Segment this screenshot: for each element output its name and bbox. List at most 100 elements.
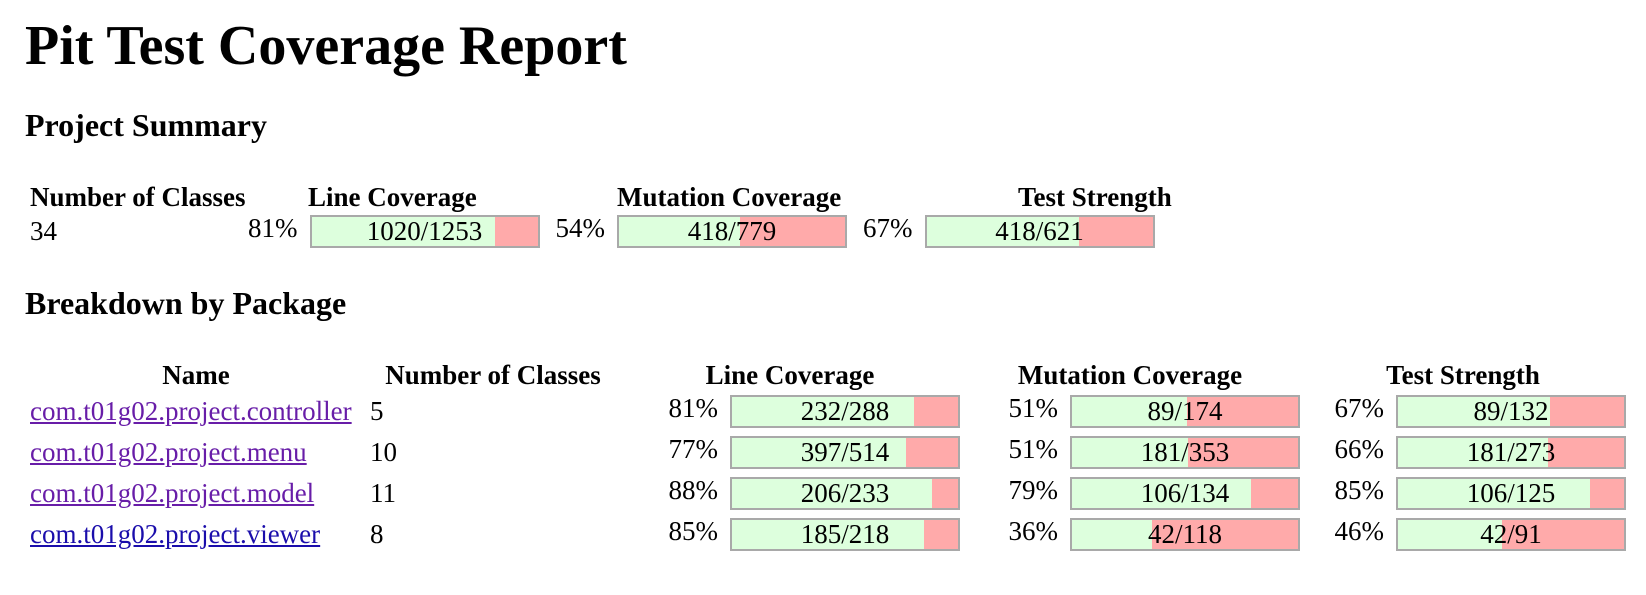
package-link[interactable]: com.t01g02.project.menu: [30, 437, 307, 467]
coverage-bar-fill: [732, 479, 932, 508]
coverage-bar-fill: [732, 520, 924, 549]
breakdown-header-mutation: Mutation Coverage: [1017, 360, 1243, 390]
package-row: com.t01g02.project.model 11 88% 206/233 …: [26, 473, 1626, 514]
coverage-bar-fill: [1398, 479, 1590, 508]
coverage-percent: 66%: [1334, 434, 1385, 464]
coverage-percent: 88%: [668, 475, 719, 505]
summary-row: 34 81% 1020/1253 54% 418/779: [26, 213, 1272, 249]
coverage-legend: 418/779: [687, 215, 777, 246]
summary-header-line: Line Coverage: [308, 182, 477, 212]
coverage-bar: 397/514: [730, 436, 960, 469]
summary-header-classes: Number of Classes: [30, 182, 246, 212]
coverage-bar: 106/125: [1396, 477, 1626, 510]
coverage-percent: 77%: [668, 434, 719, 464]
coverage-bar-fill: [619, 216, 741, 246]
package-mutation-coverage: 79% 106/134: [964, 475, 1300, 510]
package-row: com.t01g02.project.controller 5 81% 232/…: [26, 391, 1626, 432]
coverage-bar-fill: [1398, 438, 1548, 467]
coverage-bar: 89/132: [1396, 395, 1626, 428]
coverage-bar-fill: [1072, 520, 1153, 549]
coverage-legend: 106/125: [1466, 478, 1556, 508]
coverage-legend: 106/134: [1140, 478, 1230, 508]
package-classes: 10: [370, 437, 397, 467]
coverage-bar-fill: [1398, 520, 1503, 549]
coverage-percent: 67%: [1334, 393, 1385, 423]
coverage-percent: 85%: [1334, 475, 1385, 505]
coverage-legend: 89/132: [1473, 396, 1549, 426]
coverage-bar: 185/218: [730, 518, 960, 551]
coverage-legend: 418/621: [995, 215, 1084, 246]
package-line-coverage: 81% 232/288: [624, 393, 960, 428]
package-line-coverage: 88% 206/233: [624, 475, 960, 510]
coverage-bar-fill: [926, 216, 1079, 246]
summary-mutation-coverage: 54% 418/779: [555, 212, 847, 248]
coverage-bar: 181/273: [1396, 436, 1626, 469]
coverage-legend: 206/233: [800, 478, 890, 508]
coverage-bar: 42/91: [1396, 518, 1626, 551]
coverage-percent: 81%: [248, 212, 298, 243]
coverage-legend: 185/218: [800, 519, 890, 549]
breakdown-heading: Breakdown by Package: [25, 285, 347, 321]
breakdown-header-strength: Test Strength: [1386, 360, 1540, 390]
coverage-bar-fill: [1072, 479, 1251, 508]
package-mutation-coverage: 51% 181/353: [964, 434, 1300, 469]
package-test-strength: 67% 89/132: [1304, 393, 1626, 428]
coverage-bar: 89/174: [1070, 395, 1300, 428]
project-summary-heading: Project Summary: [25, 107, 267, 143]
breakdown-table: Name Number of Classes Line Coverage Mut…: [26, 359, 1626, 555]
package-mutation-coverage: 36% 42/118: [964, 516, 1300, 551]
package-link[interactable]: com.t01g02.project.controller: [30, 396, 352, 426]
summary-header-mutation: Mutation Coverage: [617, 182, 842, 212]
coverage-bar: 232/288: [730, 395, 960, 428]
coverage-percent: 51%: [1008, 434, 1059, 464]
package-classes: 8: [370, 519, 384, 549]
package-classes: 11: [370, 478, 396, 508]
coverage-percent: 85%: [668, 516, 719, 546]
coverage-legend: 42/91: [1480, 519, 1542, 549]
coverage-bar-fill: [732, 438, 907, 467]
coverage-bar-fill: [1072, 397, 1188, 426]
coverage-legend: 181/353: [1140, 437, 1230, 467]
summary-test-strength: 67% 418/621: [863, 212, 1155, 248]
breakdown-header-classes: Number of Classes: [385, 360, 601, 390]
coverage-percent: 81%: [668, 393, 719, 423]
package-link[interactable]: com.t01g02.project.viewer: [30, 519, 321, 549]
coverage-legend: 397/514: [800, 437, 890, 467]
package-classes: 5: [370, 396, 384, 426]
breakdown-header-line: Line Coverage: [705, 360, 875, 390]
package-line-coverage: 77% 397/514: [624, 434, 960, 469]
package-line-coverage: 85% 185/218: [624, 516, 960, 551]
coverage-bar: 106/134: [1070, 477, 1300, 510]
project-summary-table: Number of Classes Line Coverage Mutation…: [26, 181, 1272, 249]
package-test-strength: 46% 42/91: [1304, 516, 1626, 551]
coverage-bar-fill: [1072, 438, 1188, 467]
coverage-percent: 46%: [1334, 516, 1385, 546]
coverage-percent: 67%: [863, 212, 913, 243]
package-test-strength: 85% 106/125: [1304, 475, 1626, 510]
coverage-legend: 181/273: [1466, 437, 1556, 467]
coverage-bar: 1020/1253: [309, 214, 540, 248]
coverage-bar: 418/621: [924, 214, 1155, 248]
package-mutation-coverage: 51% 89/174: [964, 393, 1300, 428]
package-row: com.t01g02.project.menu 10 77% 397/514 5…: [26, 432, 1626, 473]
coverage-bar-fill: [311, 216, 496, 246]
summary-line-coverage: 81% 1020/1253: [248, 212, 540, 248]
coverage-bar: 181/353: [1070, 436, 1300, 469]
coverage-percent: 79%: [1008, 475, 1059, 505]
coverage-percent: 54%: [555, 212, 606, 243]
package-link[interactable]: com.t01g02.project.model: [30, 478, 315, 508]
summary-classes: 34: [30, 215, 57, 246]
coverage-legend: 89/174: [1147, 396, 1223, 426]
coverage-bar-fill: [732, 397, 915, 426]
page-title: Pit Test Coverage Report: [25, 15, 627, 77]
coverage-bar: 206/233: [730, 477, 960, 510]
coverage-percent: 51%: [1008, 393, 1059, 423]
coverage-legend: 42/118: [1148, 519, 1222, 549]
coverage-bar: 418/779: [617, 214, 847, 248]
coverage-legend: 1020/1253: [366, 215, 483, 246]
package-row: com.t01g02.project.viewer 8 85% 185/218 …: [26, 514, 1626, 555]
breakdown-header-name: Name: [162, 360, 230, 390]
coverage-legend: 232/288: [800, 396, 890, 426]
coverage-bar: 42/118: [1070, 518, 1300, 551]
summary-header-strength: Test Strength: [1018, 182, 1172, 212]
